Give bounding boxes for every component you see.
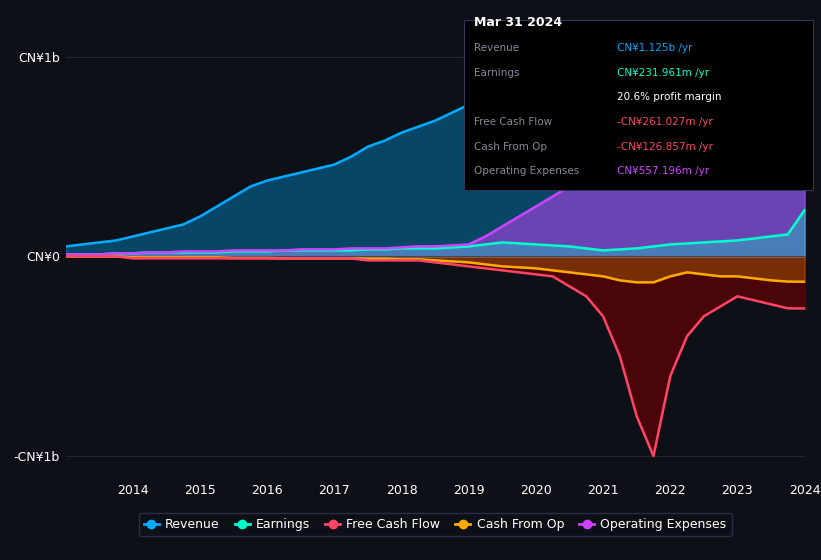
Text: Mar 31 2024: Mar 31 2024 xyxy=(474,16,562,29)
Text: CN¥1.125b /yr: CN¥1.125b /yr xyxy=(617,43,693,53)
Text: Cash From Op: Cash From Op xyxy=(474,142,547,152)
Text: Free Cash Flow: Free Cash Flow xyxy=(474,117,552,127)
Text: Operating Expenses: Operating Expenses xyxy=(474,166,579,176)
Text: CN¥557.196m /yr: CN¥557.196m /yr xyxy=(617,166,709,176)
Text: Revenue: Revenue xyxy=(474,43,519,53)
Text: Earnings: Earnings xyxy=(474,68,519,78)
Text: CN¥231.961m /yr: CN¥231.961m /yr xyxy=(617,68,709,78)
Text: -CN¥261.027m /yr: -CN¥261.027m /yr xyxy=(617,117,713,127)
Text: -CN¥126.857m /yr: -CN¥126.857m /yr xyxy=(617,142,713,152)
Legend: Revenue, Earnings, Free Cash Flow, Cash From Op, Operating Expenses: Revenue, Earnings, Free Cash Flow, Cash … xyxy=(139,514,732,536)
Text: 20.6% profit margin: 20.6% profit margin xyxy=(617,92,722,102)
